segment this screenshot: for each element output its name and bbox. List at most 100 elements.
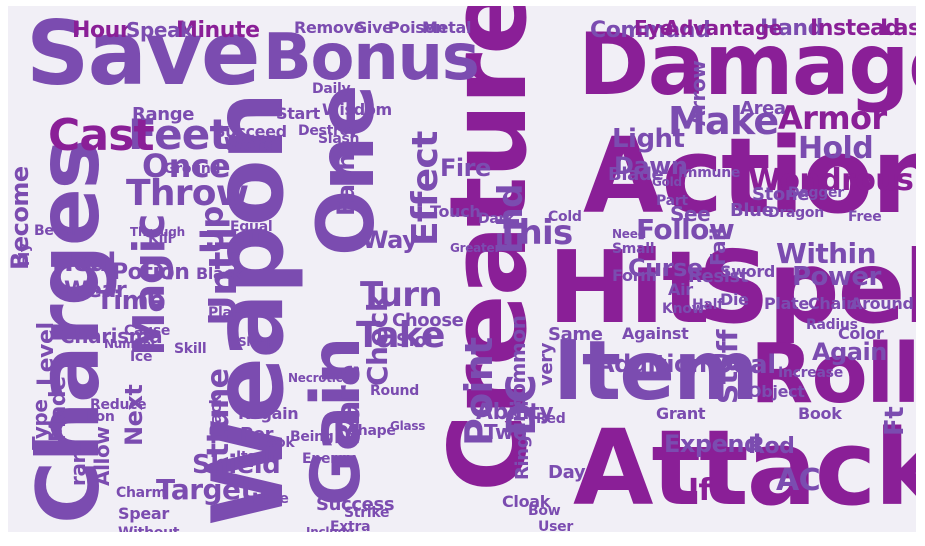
cloud-word: Strike <box>344 505 390 521</box>
cloud-word: Eye <box>634 16 674 40</box>
cloud-word: Back <box>206 394 225 436</box>
cloud-word: Dagger <box>788 185 844 201</box>
cloud-word: Follow <box>636 213 735 246</box>
cloud-word: Regain <box>238 404 299 423</box>
cloud-word: Cold <box>548 209 582 225</box>
cloud-word: Per <box>240 424 274 445</box>
cloud-word: Dark <box>478 211 515 227</box>
cloud-word: Ring <box>512 435 533 480</box>
cloud-word: Day <box>548 462 586 483</box>
cloud-word: Wondrous <box>748 163 914 198</box>
cloud-word: Charisma <box>60 324 163 348</box>
cloud-word: Level <box>34 322 59 386</box>
cloud-word: Immune <box>678 165 741 181</box>
cloud-word: Extra <box>330 519 371 532</box>
cloud-word: Save <box>26 6 261 105</box>
cloud-word: Type <box>28 399 52 450</box>
cloud-word: Die <box>720 290 749 309</box>
cloud-word: User <box>538 519 573 532</box>
cloud-word: Cast <box>48 110 155 161</box>
cloud-word: Plate <box>764 294 809 313</box>
cloud-word: Spell <box>698 229 916 346</box>
cloud-word: Grant <box>656 404 706 423</box>
cloud-word: Blade <box>608 164 664 185</box>
cloud-word: Greater <box>450 241 501 255</box>
cloud-word: Way <box>362 226 418 254</box>
cloud-word: Potion <box>112 260 190 285</box>
cloud-word: Instead <box>810 16 900 41</box>
cloud-word: Range <box>132 104 195 125</box>
cloud-word: Fail <box>706 227 730 266</box>
cloud-word: Necrotic <box>288 371 343 385</box>
cloud-word: Dawn <box>614 152 688 180</box>
cloud-word: Fire <box>440 154 491 182</box>
cloud-word: Deal <box>712 350 776 380</box>
cloud-word: Daily <box>312 81 351 97</box>
cloud-word: Bonus <box>263 21 480 95</box>
cloud-word: Mele <box>252 491 289 507</box>
cloud-word: Command <box>590 18 711 43</box>
cloud-word: Area <box>740 98 786 119</box>
cloud-word: Hand <box>760 16 823 41</box>
cloud-word: Know <box>662 301 705 317</box>
cloud-word: This <box>496 213 573 253</box>
cloud-word: Each <box>332 154 360 216</box>
cloud-word: Plane <box>208 305 251 321</box>
cloud-word: Increase <box>778 365 843 381</box>
cloud-word: Rod <box>748 434 795 459</box>
cloud-word: Expend <box>664 430 761 458</box>
cloud-word: Fill <box>240 231 260 245</box>
cloud-word: Around <box>850 294 914 313</box>
cloud-word: Free <box>848 209 882 225</box>
cloud-word: Time <box>96 286 166 316</box>
cloud-word: Color <box>838 324 884 343</box>
cloud-word: Damage <box>578 15 916 115</box>
cloud-word: Chain <box>808 294 858 313</box>
cloud-word: Minute <box>176 18 260 43</box>
cloud-word: Equal <box>230 219 273 235</box>
cloud-word: Two <box>484 420 527 444</box>
cloud-word: Red <box>536 411 566 427</box>
cloud-word: Hit <box>548 229 710 346</box>
cloud-word: Ability <box>476 400 554 425</box>
cloud-word: Destroy <box>298 123 358 139</box>
cloud-word: Object <box>748 382 805 401</box>
cloud-word: Give <box>354 18 393 37</box>
cloud-word: Number <box>104 337 157 351</box>
cloud-word: Remove <box>294 18 365 37</box>
cloud-word: Form <box>612 266 657 285</box>
cloud-word: Black <box>196 264 244 283</box>
cloud-word: Arrow <box>686 60 710 126</box>
cloud-word: Once <box>142 147 231 185</box>
cloud-word: Gold <box>652 175 682 189</box>
cloud-word: Speak <box>126 18 194 42</box>
word-cloud: SaveDamageCreatureActionHitSpellAttackCh… <box>8 6 916 532</box>
cloud-word: Attack <box>573 407 916 529</box>
cloud-word: See <box>670 202 711 226</box>
cloud-word: Air <box>668 280 693 299</box>
cloud-word: Bow <box>528 503 561 519</box>
cloud-word: Itself <box>236 449 275 465</box>
cloud-word: Reduce <box>90 397 147 413</box>
cloud-word: Up <box>193 206 231 254</box>
cloud-word: Skill <box>174 341 207 357</box>
cloud-word: Blue <box>730 200 774 221</box>
cloud-word: Make <box>668 99 779 143</box>
cloud-word: Next <box>120 384 148 446</box>
cloud-word: Hold <box>798 131 874 166</box>
cloud-word: Stone <box>752 184 810 205</box>
cloud-word: Again <box>812 338 887 366</box>
cloud-word: Last <box>880 16 916 41</box>
cloud-word: Allow <box>90 426 114 486</box>
cloud-word: Wear <box>64 278 127 303</box>
cloud-word: Small <box>612 241 655 257</box>
cloud-word: Become <box>34 223 95 239</box>
cloud-word: Slash <box>318 131 360 147</box>
cloud-word: Curse <box>628 254 703 282</box>
cloud-word: Take <box>356 315 445 356</box>
cloud-word: Check <box>361 294 394 386</box>
cloud-word: Ft <box>880 406 910 436</box>
cloud-word: Sleep <box>238 335 275 349</box>
cloud-word: Within <box>776 237 877 270</box>
cloud-word: If <box>688 473 712 508</box>
